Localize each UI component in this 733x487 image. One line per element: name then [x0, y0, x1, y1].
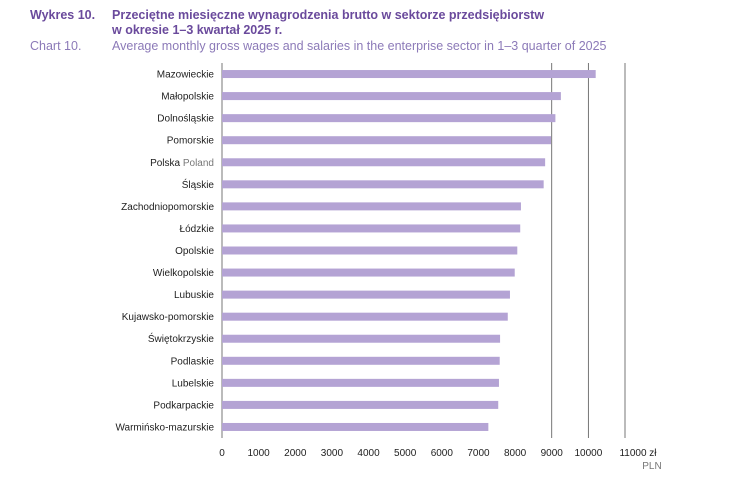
category-label-1: Małopolskie — [161, 92, 214, 103]
polish-title-line-1: Przeciętne miesięczne wynagrodzenia brut… — [112, 8, 545, 22]
category-label-5: Śląskie — [182, 178, 215, 191]
polish-chart-title: Przeciętne miesięczne wynagrodzenia brut… — [112, 8, 730, 38]
category-labels: Mazowieckie Małopolskie Dolnośląskie Pomors… — [115, 70, 214, 434]
category-label-15: Podkarpackie — [153, 400, 214, 411]
x-tick-7000: 7000 — [467, 448, 490, 459]
polish-title-row: Wykres 10. Przeciętne miesięczne wynagro… — [30, 8, 730, 38]
x-tick-6000: 6000 — [431, 448, 454, 459]
bar-8 — [222, 246, 518, 255]
x-tick-9000: 9000 — [541, 448, 564, 459]
category-label-6: Zachodniopomorskie — [121, 202, 214, 213]
bar-6 — [222, 202, 521, 211]
category-label-9: Wielkopolskie — [153, 268, 215, 279]
category-label-10: Lubuskie — [174, 290, 214, 301]
english-chart-number: Chart 10. — [30, 39, 82, 53]
bar-15 — [222, 400, 499, 409]
x-tick-10000: 10000 — [574, 448, 602, 459]
category-label-7: Łódzkie — [180, 224, 215, 235]
bar-0 — [222, 70, 596, 79]
x-tick-1000: 1000 — [248, 448, 271, 459]
english-chart-title: Average monthly gross wages and salaries… — [112, 39, 607, 53]
x-tick-8000: 8000 — [504, 448, 527, 459]
bar-9 — [222, 268, 515, 277]
polish-chart-number: Wykres 10. — [30, 8, 96, 22]
bar-4 — [222, 158, 546, 167]
x-tick-5000: 5000 — [394, 448, 417, 459]
x-tick-3000: 3000 — [321, 448, 344, 459]
polish-title-line-2: w okresie 1–3 kwartał 2025 r. — [112, 23, 283, 37]
bar-3 — [222, 136, 551, 145]
category-label-16: Warmińsko-mazurskie — [115, 422, 214, 433]
bar-5 — [222, 180, 544, 189]
category-label-11: Kujawsko-pomorskie — [122, 312, 215, 323]
bars — [222, 70, 596, 431]
category-label-8: Opolskie — [175, 246, 214, 257]
x-tick-2000: 2000 — [284, 448, 307, 459]
x-tick-0: 0 — [219, 448, 225, 459]
bar-2 — [222, 114, 556, 123]
chart-header: Wykres 10. Przeciętne miesięczne wynagro… — [30, 8, 730, 54]
bar-16 — [222, 422, 489, 431]
category-label-0: Mazowieckie — [157, 70, 215, 81]
bar-10 — [222, 290, 510, 299]
category-label-12: Świętokrzyskie — [148, 332, 215, 345]
bar-13 — [222, 356, 500, 365]
bar-7 — [222, 224, 521, 233]
x-tick-4000: 4000 — [357, 448, 380, 459]
category-label-3: Pomorskie — [167, 136, 215, 147]
bar-1 — [222, 92, 561, 101]
category-label-4: Polska Poland — [150, 158, 214, 169]
category-label-2: Dolnośląskie — [157, 114, 214, 125]
bar-14 — [222, 378, 499, 387]
x-axis-unit-en: PLN — [642, 461, 661, 472]
category-label-14: Lubelskie — [172, 378, 215, 389]
bar-12 — [222, 334, 501, 343]
english-title-row: Chart 10. Average monthly gross wages an… — [30, 38, 730, 54]
x-axis-tick-labels: 0 1000 2000 3000 4000 5000 6000 7000 8000 9000 100… — [219, 448, 657, 459]
bar-11 — [222, 312, 508, 321]
x-tick-11000: 11000 zł — [619, 448, 657, 459]
category-label-13: Podlaskie — [171, 356, 215, 367]
